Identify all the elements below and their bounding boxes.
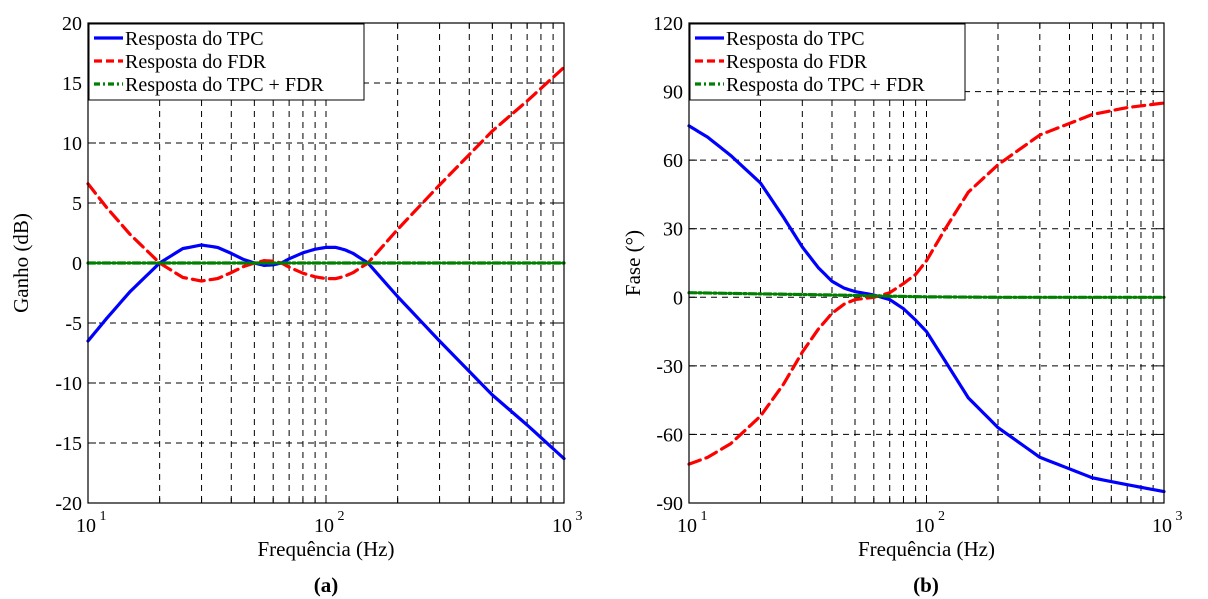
y-tick-label: 120 <box>653 13 683 35</box>
x-tick-label: 10 <box>76 515 96 537</box>
y-tick-label: -20 <box>55 493 82 515</box>
y-tick-label: 90 <box>663 82 683 104</box>
legend-entry-label: Resposta do FDR <box>726 51 868 73</box>
y-tick-label: -90 <box>656 493 683 515</box>
y-tick-label: 30 <box>663 219 683 241</box>
x-tick-label: 10 <box>314 515 334 537</box>
legend-entry-label: Resposta do FDR <box>125 51 267 73</box>
x-tick-exponent: 2 <box>938 509 945 524</box>
legend-entry-label: Resposta do TPC + FDR <box>726 74 925 96</box>
series-group <box>86 65 566 461</box>
panel-label: (a) <box>314 573 339 597</box>
x-tick-label: 10 <box>552 515 572 537</box>
series-group <box>687 101 1166 494</box>
y-tick-label: -15 <box>55 433 82 455</box>
legend-entry-label: Resposta do TPC + FDR <box>125 74 324 96</box>
y-tick-label: 10 <box>62 133 82 155</box>
panel-a-gain-plot: -20 -15 -10 -5 0 5 10 15 20 10 1 10 2 10 3 Resposta do … <box>9 13 583 597</box>
y-tick-label: -5 <box>65 313 82 335</box>
axes-frame <box>688 22 1165 504</box>
x-tick-label: 10 <box>915 515 935 537</box>
legend-entry-label: Resposta do TPC <box>726 28 865 50</box>
x-tick-exponent: 1 <box>701 509 708 524</box>
series-line-fdr <box>687 101 1166 466</box>
x-tick-exponent: 2 <box>338 509 345 524</box>
y-tick-label: -10 <box>55 373 82 395</box>
y-tick-label: -60 <box>656 424 683 446</box>
series-line-tpc-fdr <box>687 291 1166 299</box>
x-tick-exponent: 3 <box>1176 509 1183 524</box>
series-line-tpc <box>86 243 566 461</box>
y-tick-label: 60 <box>663 150 683 172</box>
axes-frame <box>87 22 565 504</box>
y-tick-label: -30 <box>656 356 683 378</box>
x-tick-exponent: 3 <box>576 509 583 524</box>
x-axis-label: Frequência (Hz) <box>858 537 995 561</box>
legend-entry-label: Resposta do TPC <box>125 28 264 50</box>
x-tick-exponent: 1 <box>100 509 107 524</box>
legend-box <box>689 23 966 101</box>
x-tick-label: 10 <box>677 515 697 537</box>
x-tick-label: 10 <box>1152 515 1172 537</box>
y-axis-label: Ganho (dB) <box>9 213 33 313</box>
y-tick-label: 5 <box>72 193 82 215</box>
y-axis-label: Fase (°) <box>621 230 645 296</box>
y-tick-label: 20 <box>62 13 82 35</box>
y-tick-label: 15 <box>62 73 82 95</box>
x-axis-label: Frequência (Hz) <box>257 537 394 561</box>
series-line-fdr <box>86 65 566 283</box>
panel-label: (b) <box>913 573 939 597</box>
y-tick-label: 0 <box>72 253 82 275</box>
y-tick-label: 0 <box>673 287 683 309</box>
legend-box <box>88 23 365 101</box>
grid-lines <box>689 23 1164 503</box>
